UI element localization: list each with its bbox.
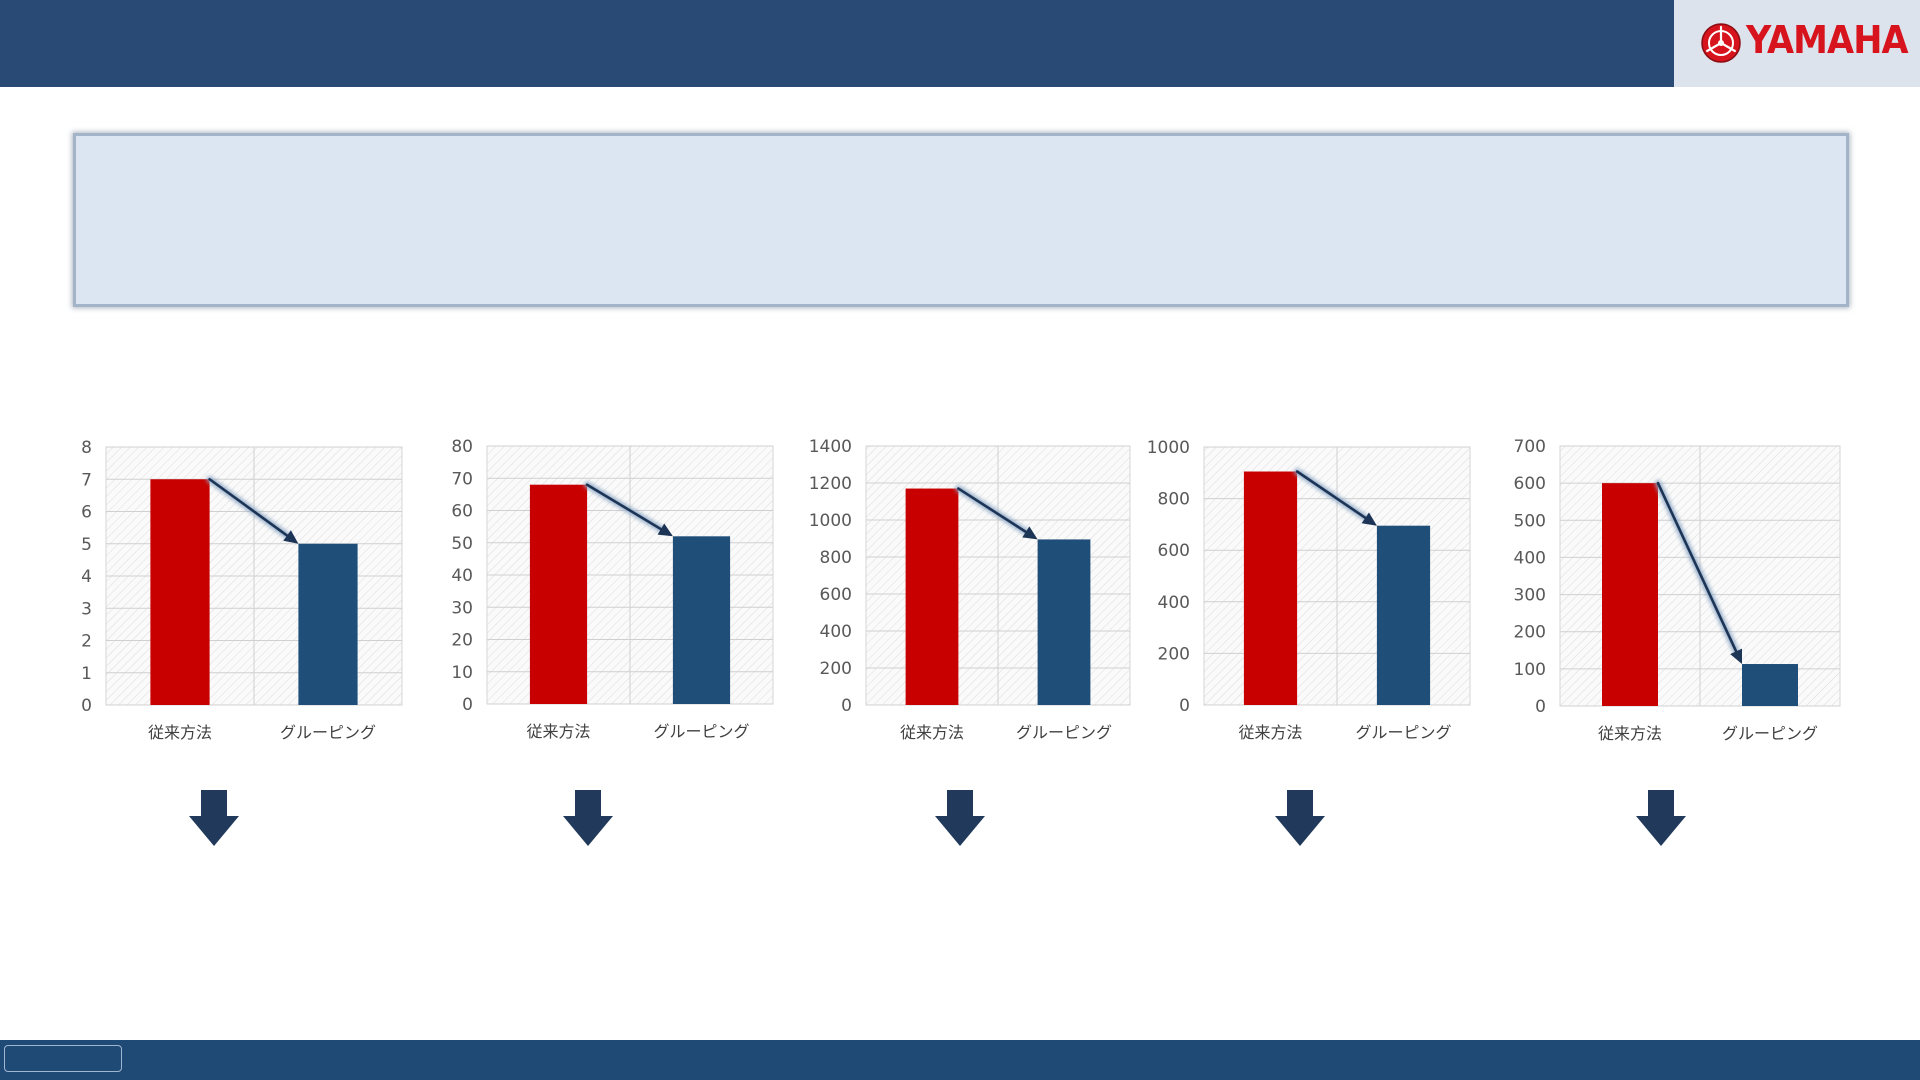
trend-arrow [584,481,673,537]
y-tick-label: 6 [81,503,92,523]
y-tick-label: 0 [841,696,852,716]
bar-conventional [1602,483,1658,706]
bar-conventional [529,484,588,704]
y-tick-label: 0 [81,696,92,716]
x-category-label: グルーピング [653,722,749,741]
y-tick-label: 60 [451,502,473,522]
y-tick-label: 10 [451,663,473,683]
x-category-label: 従来方法 [1598,724,1662,743]
brand-logo-text: YAMAHA [1746,18,1909,62]
trend-arrow [1655,480,1742,665]
y-tick-label: 500 [1514,511,1546,531]
down-arrow-icon [935,790,985,846]
x-category-label: グルーピング [280,723,376,742]
bar-chart-2: 0 10 20 30 40 50 60 70 80 従来方法 グルーピング [451,437,774,741]
summary-box [73,133,1849,307]
y-tick-label: 100 [1514,660,1546,680]
bar-grouping [298,543,358,705]
x-category-label: グルーピング [1355,723,1451,742]
y-tick-label: 300 [1514,586,1546,606]
bar-grouping [1742,664,1798,706]
y-tick-label: 5 [81,535,92,555]
y-tick-label: 1 [81,664,92,684]
bar-chart-4: 0 200 400 600 800 1000 従来方法 グルーピング [1147,438,1471,742]
y-tick-label: 600 [1514,474,1546,494]
y-tick-label: 7 [81,470,92,490]
y-tick-label: 1200 [809,474,852,494]
footer-bar [0,1040,1920,1080]
y-tick-label: 1000 [1147,438,1190,458]
bar-chart-3: 0 200 400 600 800 1000 1200 1400 従来方法 グルーピング [809,437,1131,742]
y-tick-label: 1400 [809,437,852,457]
y-tick-label: 200 [1158,644,1190,664]
trend-arrow [1294,468,1377,526]
bar-grouping [1376,525,1431,705]
y-tick-label: 400 [1514,548,1546,568]
y-tick-label: 3 [81,599,92,619]
y-tick-label: 20 [451,631,473,651]
tuning-fork-emblem-icon [1701,23,1741,63]
trend-arrow [206,476,299,544]
y-tick-label: 0 [462,695,473,715]
bar-grouping [1037,539,1091,705]
bar-grouping [672,536,731,704]
y-tick-label: 70 [451,469,473,489]
y-tick-label: 40 [451,566,473,586]
bar-conventional [1243,471,1298,705]
down-arrow-icon [189,790,239,846]
x-category-label: 従来方法 [148,723,212,742]
y-tick-label: 50 [451,534,473,554]
x-category-label: グルーピング [1722,724,1818,743]
y-tick-label: 30 [451,598,473,618]
footer-page-box [4,1045,122,1072]
y-tick-label: 200 [1514,623,1546,643]
y-tick-label: 600 [1158,541,1190,561]
bar-conventional [150,479,210,705]
bar-chart-5: 0 100 200 300 400 500 600 700 従来方法 グルーピング [1514,437,1841,743]
x-category-label: 従来方法 [526,722,590,741]
down-arrow-icon [1636,790,1686,846]
y-tick-label: 4 [81,567,92,587]
y-tick-label: 200 [820,659,852,679]
y-tick-label: 800 [820,548,852,568]
y-tick-label: 2 [81,632,92,652]
y-tick-label: 800 [1158,490,1190,510]
x-category-label: 従来方法 [1238,723,1302,742]
trend-arrow [955,485,1038,540]
header-bar [0,0,1674,87]
bar-conventional [905,488,959,705]
logo-area: YAMAHA [1674,0,1920,87]
y-tick-label: 600 [820,585,852,605]
y-tick-label: 0 [1179,696,1190,716]
y-tick-label: 80 [451,437,473,457]
x-category-label: 従来方法 [900,723,964,742]
down-arrow-icon [563,790,613,846]
y-tick-label: 8 [81,438,92,458]
y-tick-label: 700 [1514,437,1546,457]
bar-chart-1: 0 1 2 3 4 5 6 7 8 従来方法 グルーピング [81,438,403,742]
y-tick-label: 400 [1158,593,1190,613]
x-category-label: グルーピング [1016,723,1112,742]
y-tick-label: 0 [1535,697,1546,717]
y-tick-label: 400 [820,622,852,642]
y-tick-label: 1000 [809,511,852,531]
down-arrow-icon [1275,790,1325,846]
